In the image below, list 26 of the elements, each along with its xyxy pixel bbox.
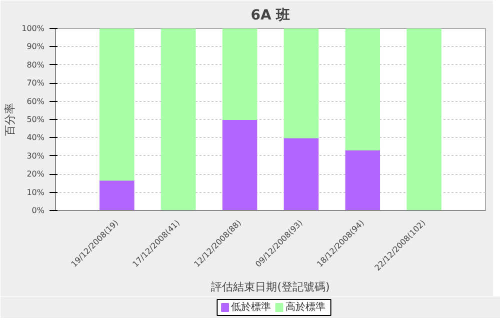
y-tick-label: 70% [26,78,45,88]
bar [100,28,134,181]
y-tick-label: 50% [26,115,45,124]
bar [406,28,442,210]
y-tick-label: 100% [22,24,45,33]
y-tick-label: 0% [32,206,45,215]
y-tick-label: 40% [26,133,45,142]
y-tick-label: 20% [26,170,45,179]
bar [345,149,380,210]
chart-title: 6A 班 [250,8,290,24]
y-tick-label: 90% [26,42,45,52]
bar [284,137,319,210]
bar [160,28,196,210]
bar [345,28,380,150]
legend-label: 低於標準 [231,301,272,313]
y-tick-label: 30% [26,151,45,160]
bar [284,28,319,138]
y-tick-label: 80% [26,60,45,70]
legend-label: 高於標準 [285,301,326,313]
y-tick-label: 10% [26,188,45,197]
y-axis-title: 百分率 [4,103,17,136]
bar [222,28,258,120]
bar [100,180,134,210]
x-axis-title: 評估結束日期(登記號碼) [211,280,330,294]
bar [222,119,258,210]
y-tick-label: 60% [26,96,45,106]
